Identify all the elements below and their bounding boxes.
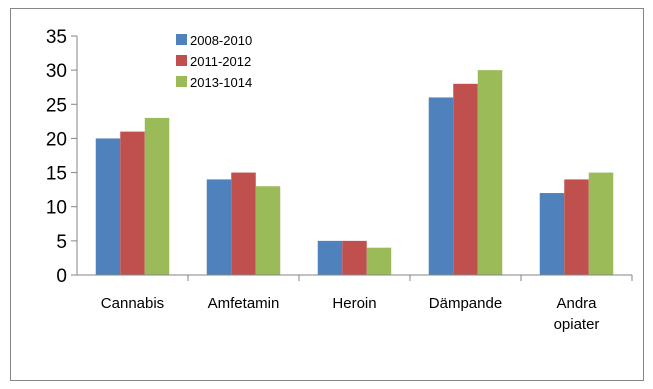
bars (95, 70, 614, 276)
bar-2013-1014-3 (477, 70, 503, 276)
x-category-label: Andra (556, 295, 597, 312)
legend-swatch (176, 76, 187, 87)
y-tick-label: 20 (46, 129, 67, 150)
y-tick-label: 0 (56, 266, 67, 287)
bar-2008-2010-4 (539, 193, 565, 275)
legend-swatch (176, 34, 187, 45)
bar-2013-1014-1 (255, 186, 281, 275)
bar-2013-1014-4 (588, 172, 614, 275)
bar-2011-2012-2 (342, 240, 367, 275)
bar-2011-2012-0 (120, 131, 145, 275)
x-category-label: Dämpande (429, 295, 502, 312)
bar-2008-2010-0 (95, 138, 121, 275)
x-axis: Cannabis Amfetamin Heroin Dämpande Andra opia… (77, 274, 633, 333)
bar-2013-1014-2 (366, 247, 392, 275)
bar-2013-1014-0 (144, 117, 170, 275)
bar-2008-2010-2 (317, 240, 343, 275)
legend-swatch (176, 55, 187, 66)
x-category-label: Amfetamin (208, 295, 280, 312)
y-tick-label: 5 (56, 232, 67, 253)
bar-2008-2010-1 (206, 179, 232, 275)
legend: 2008-2010 2011-2012 2013-1014 (176, 33, 252, 90)
legend-label: 2011-2012 (190, 54, 251, 69)
legend-label: 2008-2010 (190, 33, 252, 48)
x-category-label: Cannabis (101, 295, 164, 312)
x-category-label: Heroin (332, 295, 376, 312)
bar-2011-2012-3 (453, 83, 478, 275)
legend-label: 2013-1014 (190, 75, 252, 90)
bar-2008-2010-3 (428, 97, 454, 275)
y-tick-label: 35 (46, 27, 67, 48)
y-tick-label: 30 (46, 61, 67, 82)
x-category-label: opiater (554, 316, 600, 333)
bar-2011-2012-4 (564, 179, 589, 275)
y-axis: 0 5 10 15 20 25 30 35 (46, 27, 78, 287)
y-tick-label: 10 (46, 198, 67, 219)
y-tick-label: 15 (46, 164, 67, 185)
bar-2011-2012-1 (231, 172, 256, 275)
y-tick-label: 25 (46, 95, 67, 116)
